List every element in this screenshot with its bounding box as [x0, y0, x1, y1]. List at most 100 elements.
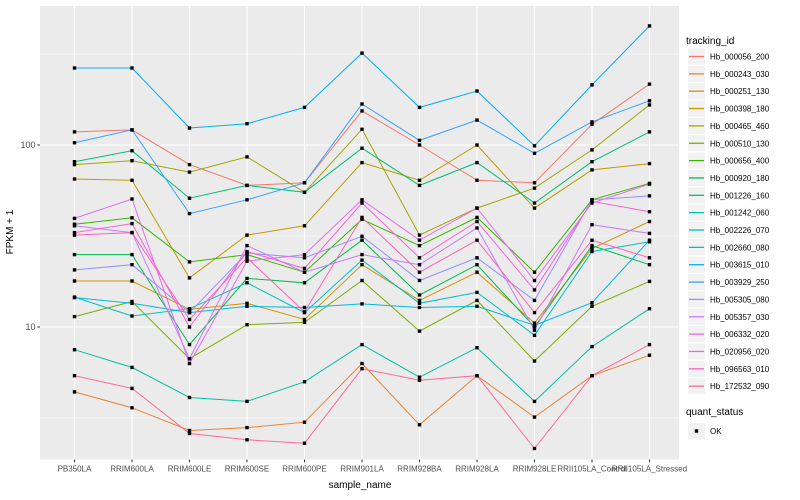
data-point-marker — [475, 215, 479, 220]
data-point-marker — [590, 160, 594, 164]
legend-item-label: Hb_000656_400 — [710, 157, 770, 166]
data-point-marker — [130, 128, 134, 132]
data-point-marker — [302, 224, 307, 228]
data-point-marker — [72, 348, 77, 352]
legend-item-label: Hb_000243_030 — [710, 70, 770, 79]
data-point-marker — [302, 305, 307, 310]
data-point-marker — [532, 321, 537, 325]
x-tick-label: RRIM600LA — [110, 465, 154, 474]
data-point-marker — [72, 374, 77, 378]
data-point-marker — [475, 346, 479, 350]
data-point-marker — [245, 243, 249, 248]
legend-item-label: Hb_000920_180 — [710, 174, 770, 183]
data-point-marker — [302, 320, 307, 325]
data-point-marker — [187, 395, 192, 400]
data-point-marker — [72, 279, 77, 283]
data-point-marker — [532, 144, 537, 148]
data-point-marker — [302, 310, 307, 314]
data-point-marker — [187, 342, 192, 347]
data-point-marker — [302, 266, 307, 271]
data-point-marker — [245, 301, 249, 305]
data-point-marker — [72, 66, 77, 70]
data-point-marker — [590, 148, 594, 152]
data-point-marker — [475, 290, 479, 295]
data-point-marker — [245, 438, 249, 442]
data-point-marker — [130, 386, 134, 391]
legend-item-label: Hb_000510_130 — [710, 139, 770, 148]
data-point-marker — [360, 252, 364, 257]
data-point-marker — [590, 168, 594, 172]
data-point-marker — [187, 307, 192, 311]
data-point-marker — [647, 353, 652, 357]
data-point-marker — [245, 259, 249, 263]
data-point-marker — [417, 233, 422, 237]
data-point-marker — [417, 301, 422, 305]
data-point-marker — [360, 217, 364, 222]
data-point-marker — [417, 423, 422, 427]
data-point-marker — [417, 298, 422, 303]
data-point-marker — [532, 270, 537, 274]
data-point-marker — [72, 160, 77, 164]
data-point-marker — [187, 325, 192, 329]
data-point-marker — [475, 304, 479, 308]
series-lines — [72, 24, 652, 451]
data-point-marker — [302, 252, 307, 257]
data-point-marker — [245, 233, 249, 237]
data-point-marker — [360, 367, 364, 371]
data-point-marker — [417, 375, 422, 379]
data-point-marker — [130, 299, 134, 304]
data-point-marker — [187, 276, 192, 280]
data-point-marker — [360, 102, 364, 106]
data-point-marker — [647, 342, 652, 347]
data-point-marker — [590, 304, 594, 308]
x-tick-label: RRII105LA_Control — [557, 465, 627, 474]
legend-item-label: Hb_172532_090 — [710, 382, 770, 391]
data-point-marker — [72, 295, 77, 300]
data-point-marker — [532, 181, 537, 185]
data-point-marker — [475, 219, 479, 224]
data-point-marker — [187, 357, 192, 361]
data-point-marker — [130, 263, 134, 267]
data-point-marker — [187, 260, 192, 264]
data-point-marker — [532, 446, 537, 451]
data-point-marker — [532, 399, 537, 404]
data-point-marker — [360, 361, 364, 366]
legend-key-marker — [694, 429, 699, 433]
data-point-marker — [647, 231, 652, 236]
data-point-marker — [417, 238, 422, 242]
data-point-marker — [475, 374, 479, 378]
data-point-marker — [245, 122, 249, 126]
data-point-marker — [647, 24, 652, 28]
data-point-marker — [647, 103, 652, 107]
legend-item-label: Hb_000251_130 — [710, 87, 770, 96]
data-point-marker — [647, 210, 652, 214]
data-point-marker — [647, 182, 652, 186]
data-point-marker — [360, 302, 364, 306]
data-point-marker — [130, 230, 134, 235]
data-point-marker — [475, 256, 479, 260]
data-point-marker — [187, 317, 192, 322]
data-point-marker — [130, 216, 134, 220]
data-point-marker — [245, 281, 249, 285]
data-point-marker — [72, 233, 77, 237]
x-tick-label: RRIM928BA — [397, 465, 442, 474]
data-point-marker — [360, 109, 364, 113]
data-point-marker — [647, 161, 652, 166]
data-point-marker — [360, 238, 364, 242]
data-point-marker — [590, 83, 594, 87]
data-point-marker — [590, 243, 594, 248]
x-tick-label: RRIM901LA — [340, 465, 384, 474]
data-point-marker — [417, 178, 422, 182]
legend-item-label: Hb_002660_080 — [710, 243, 770, 252]
legend-item-label: Hb_002226_070 — [710, 226, 770, 235]
x-axis-title: sample_name — [329, 480, 392, 491]
data-point-marker — [475, 160, 479, 165]
x-tick-label: RRII105LA_Stressed — [612, 465, 687, 474]
data-point-marker — [475, 226, 479, 230]
data-point-marker — [187, 126, 192, 130]
data-point-marker — [72, 390, 77, 394]
data-point-marker — [475, 270, 479, 274]
data-point-marker — [532, 328, 537, 332]
data-point-marker — [302, 441, 307, 445]
